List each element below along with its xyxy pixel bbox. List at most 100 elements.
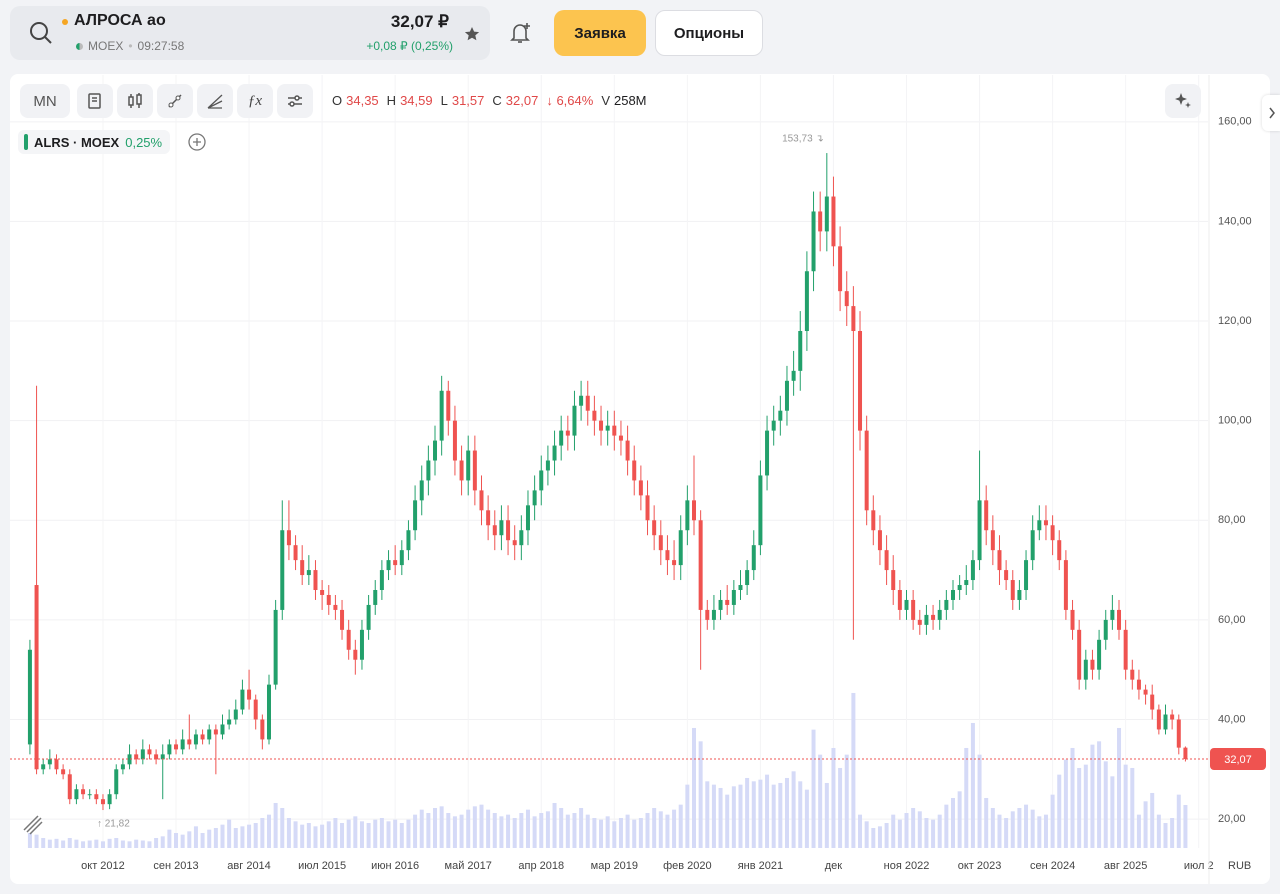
candle-body [618, 435, 623, 441]
candle-body [718, 599, 723, 610]
volume-bar [997, 814, 1002, 848]
ohlc-value: 31,57 [451, 93, 485, 108]
indicator-button[interactable]: ƒx [237, 84, 273, 118]
volume-bar [366, 822, 371, 848]
candle-body [220, 724, 225, 735]
candle-body [1143, 689, 1148, 695]
candle-body [804, 271, 809, 332]
volume-bar [585, 814, 590, 848]
tool-button[interactable] [117, 84, 153, 118]
volume-bar [286, 817, 291, 848]
volume-bar [227, 819, 232, 848]
candle-body [479, 490, 484, 511]
volume-bar [127, 841, 132, 848]
volume-bar [61, 840, 66, 848]
x-tick-label: июн 2016 [371, 860, 419, 872]
candle-body [114, 769, 119, 795]
candle-body [831, 196, 836, 247]
y-tick-label: 20,00 [1218, 813, 1246, 825]
candle-body [532, 490, 537, 506]
x-tick-label: окт 2012 [81, 860, 125, 872]
volume-bar [1017, 807, 1022, 848]
interval-button[interactable]: MN [20, 84, 70, 118]
candle-body [253, 699, 258, 720]
volume-bar [579, 807, 584, 848]
series-legend[interactable]: ALRS · MOEX 0,25% [18, 130, 171, 154]
candle-body [1170, 714, 1175, 720]
add-button[interactable] [187, 132, 207, 152]
x-tick-label: мар 2019 [591, 860, 638, 872]
volume-bar [200, 832, 205, 848]
search-icon[interactable] [28, 20, 54, 46]
candle-body [964, 580, 969, 586]
volume-bar [433, 807, 438, 848]
volume-bar [34, 834, 39, 848]
candle-body [174, 744, 179, 750]
candle-body [260, 719, 265, 740]
candle-body [871, 510, 876, 531]
options-button[interactable]: Опционы [655, 10, 763, 56]
volume-bar [41, 837, 46, 848]
volume-bar [346, 819, 351, 848]
volume-bar [499, 816, 504, 848]
volume-bar [94, 839, 99, 848]
star-icon[interactable] [464, 26, 480, 42]
candle-body [107, 794, 112, 805]
alert-icon[interactable] [508, 20, 534, 46]
candle-body [160, 754, 165, 760]
candle-body [193, 734, 198, 745]
volume-bar [273, 802, 278, 848]
volume-bar [559, 807, 564, 848]
candle-body [280, 530, 285, 610]
tool-button[interactable] [77, 84, 113, 118]
volume-bar [512, 817, 517, 848]
volume-bar [897, 819, 902, 848]
volume-bar [618, 817, 623, 848]
candle-body [452, 420, 457, 461]
volume-bar [804, 789, 809, 848]
candle-body [877, 530, 882, 551]
volume-bar [266, 814, 271, 848]
volume-bar [638, 817, 643, 848]
max-annotation: 153,73 ↴ [782, 134, 824, 145]
volume-bar [100, 841, 105, 848]
candle-body [957, 585, 962, 591]
volume-bar [937, 814, 942, 848]
volume-bar [1163, 822, 1168, 848]
volume-bar [771, 784, 776, 848]
volume-bar [207, 829, 212, 848]
ai-button[interactable] [1165, 84, 1201, 118]
side-panel-toggle[interactable] [1262, 95, 1280, 131]
candle-body [207, 729, 212, 740]
candle-body [917, 619, 922, 625]
x-tick-label: июл 2 [1184, 860, 1214, 872]
candle-body [406, 530, 411, 551]
candle-body [950, 590, 955, 600]
legend-swatch [24, 134, 28, 150]
volume-bar [931, 819, 936, 848]
status-dot [62, 19, 68, 25]
volume-bar [253, 822, 258, 848]
settings-button[interactable] [277, 84, 313, 118]
candle-body [100, 799, 105, 805]
volume-bar [359, 821, 364, 848]
candle-body [67, 774, 72, 800]
drawings-toggle[interactable] [20, 812, 48, 836]
volume-bar [486, 809, 491, 848]
order-button[interactable]: Заявка [554, 10, 646, 56]
volume-bar [798, 781, 803, 848]
tool-button[interactable] [197, 84, 233, 118]
volume-bar [1037, 816, 1042, 848]
volume-bar [373, 819, 378, 848]
price-tag [1210, 747, 1266, 770]
instrument-card[interactable]: АЛРОСА ао MOEX • 09:27:58 32,07 ₽ +0,08 ₽… [10, 6, 490, 60]
candle-body [293, 545, 298, 561]
x-tick-label: сен 2024 [1030, 860, 1075, 872]
volume-bar [1077, 767, 1082, 848]
x-tick-label: дек [825, 860, 843, 872]
volume-bar [1117, 727, 1122, 848]
candle-body [1077, 629, 1082, 680]
candle-body [147, 749, 152, 755]
tool-button[interactable] [157, 84, 193, 118]
